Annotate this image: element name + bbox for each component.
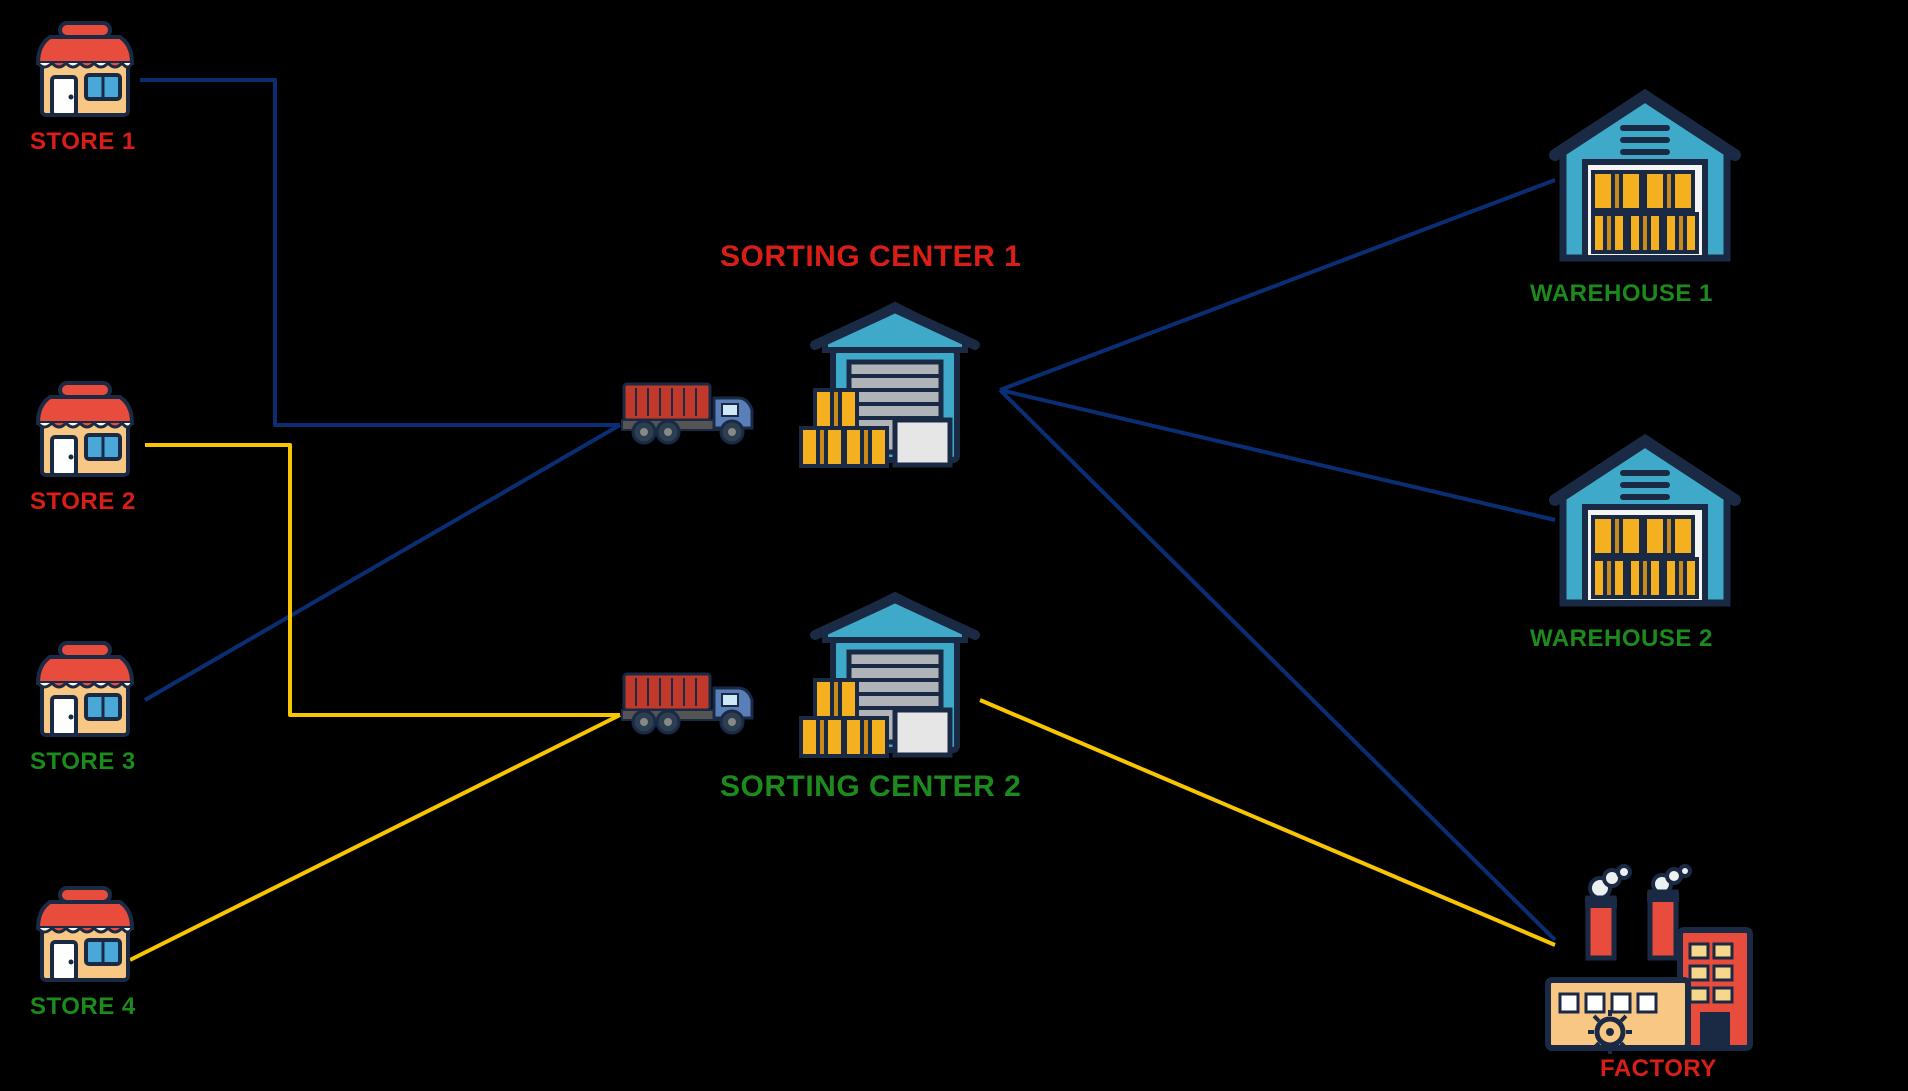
sorting-center-2-icon	[795, 580, 995, 765]
warehouse-1-label: WAREHOUSE 1	[1530, 280, 1713, 308]
sorting-center-1-icon	[795, 290, 995, 475]
warehouse-1-icon	[1545, 80, 1745, 275]
factory-icon	[1530, 860, 1760, 1065]
store-4-icon	[30, 880, 140, 995]
store-4-label: STORE 4	[30, 993, 136, 1021]
store-1-label: STORE 1	[30, 128, 136, 156]
truck-2-icon	[620, 660, 760, 745]
sorting-center-2-label: SORTING CENTER 2	[720, 770, 1021, 804]
store-2-icon	[30, 375, 140, 490]
warehouse-2-label: WAREHOUSE 2	[1530, 625, 1713, 653]
warehouse-2-icon	[1545, 425, 1745, 620]
store-1-icon	[30, 15, 140, 130]
store-2-label: STORE 2	[30, 488, 136, 516]
store-3-label: STORE 3	[30, 748, 136, 776]
diagram-canvas: STORE 1 STORE 2 STORE 3 STORE 4 SORTING …	[0, 0, 1908, 1091]
store-3-icon	[30, 635, 140, 750]
truck-1-icon	[620, 370, 760, 455]
factory-label: FACTORY	[1600, 1055, 1717, 1083]
sorting-center-1-label: SORTING CENTER 1	[720, 240, 1021, 274]
